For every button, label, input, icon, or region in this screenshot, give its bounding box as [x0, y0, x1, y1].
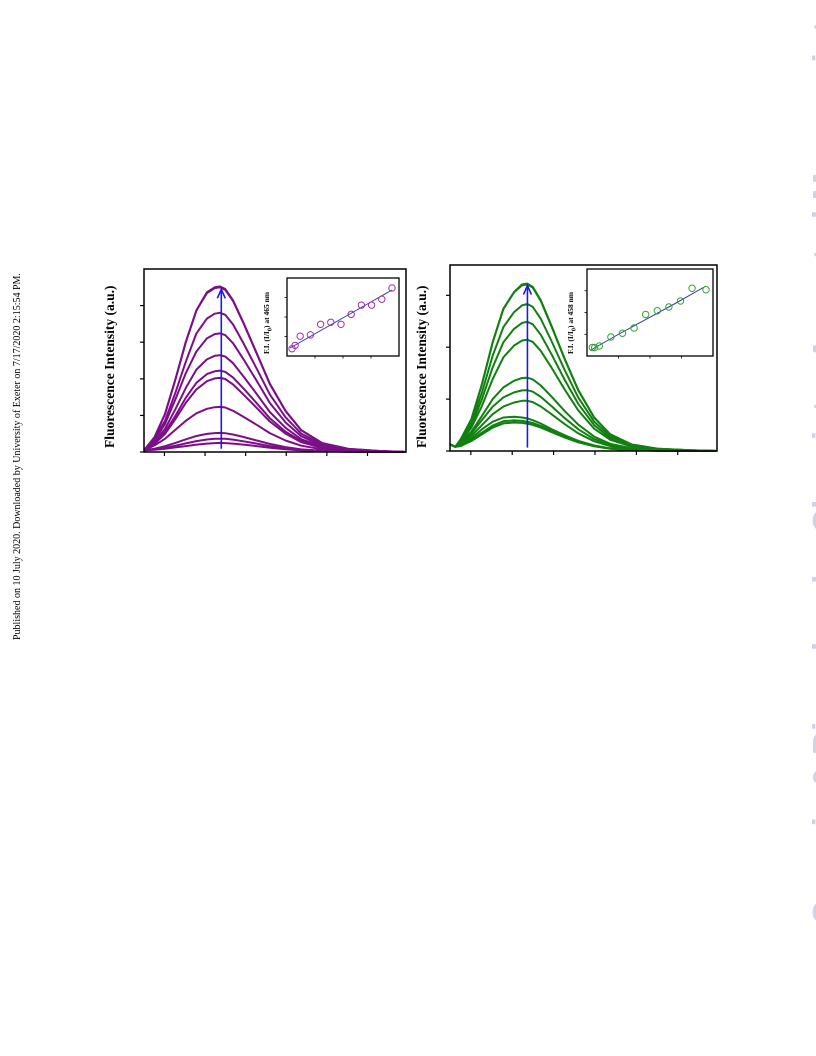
- inset-data-point-7: [337, 320, 345, 328]
- inset-frame: [586, 268, 714, 357]
- plot-frame: [143, 268, 407, 453]
- spectrum-line-4: [143, 405, 407, 453]
- inset-data-point-12: [702, 286, 710, 294]
- spectrum-line-6: [143, 369, 407, 453]
- plot-frame: [449, 264, 718, 452]
- spectrum-line-7: [143, 354, 407, 453]
- spectrum-line-3: [143, 431, 407, 453]
- inset-data-point-3: [595, 342, 603, 350]
- inset-label-sub: 0: [570, 328, 578, 332]
- fluorescence-chart-green: [446, 264, 718, 455]
- inset-data-point-6: [327, 318, 335, 326]
- inset-data-point-9: [665, 303, 673, 311]
- fluorescence-chart-purple: [140, 268, 407, 456]
- inset-data-point-4: [306, 331, 315, 339]
- inset-data-point-11: [378, 295, 386, 303]
- publication-note: Published on 10 July 2020. Downloaded by…: [12, 273, 23, 640]
- inset-data-point-8: [347, 310, 355, 319]
- inset-data-point-9: [357, 301, 366, 309]
- y-axis-label: Fluorescence Intensity (a.u.): [414, 285, 429, 448]
- inset-label-suffix: ) at 458 nm: [566, 291, 575, 329]
- inset-data-point-10: [676, 297, 685, 305]
- spectrum-line-11: [449, 283, 718, 452]
- inset-data-point-5: [618, 329, 627, 337]
- chart-panel-purple: Fluorescence Intensity (a.u.) F.I. (I/I0…: [100, 262, 410, 462]
- inset-data-point-11: [688, 284, 696, 292]
- spectrum-line-8: [143, 332, 407, 453]
- increase-arrow-head: [216, 287, 227, 299]
- inset-label-sub: 0: [266, 328, 274, 332]
- spectrum-line-3: [449, 415, 718, 452]
- inset-data-point-8: [653, 307, 661, 315]
- increase-arrow-head: [522, 283, 533, 295]
- inset-data-point-3: [296, 332, 304, 340]
- spectrum-line-9: [449, 303, 718, 452]
- inset-data-point-1: [588, 343, 597, 352]
- y-axis-label: Fluorescence Intensity (a.u.): [102, 285, 117, 448]
- inset-fit-line: [289, 289, 393, 349]
- inset-data-point-2: [590, 343, 599, 352]
- inset-y-axis-label: F.I. (I/I0) at 458 nm: [566, 292, 578, 354]
- inset-frame: [286, 277, 400, 357]
- spectrum-line-6: [449, 376, 718, 452]
- inset-data-point-5: [316, 320, 325, 328]
- inset-data-point-12: [388, 284, 396, 292]
- inset-label-suffix: ) at 465 nm: [262, 291, 271, 329]
- inset-data-point-6: [630, 324, 638, 332]
- inset-label-prefix: F.I. (I/I: [566, 331, 575, 354]
- spectrum-line-11: [143, 286, 407, 453]
- inset-data-point-10: [367, 301, 376, 309]
- inset-data-point-7: [641, 310, 650, 319]
- journal-watermark: Organic & Biomolecular Chemistry Accepte…: [806, 21, 816, 925]
- chart-panel-green: Fluorescence Intensity (a.u.) F.I. (I/I0…: [412, 258, 722, 458]
- inset-data-point-2: [291, 341, 299, 350]
- spectrum-line-9: [143, 311, 407, 453]
- inset-y-axis-label: F.I. (I/I0) at 465 nm: [262, 292, 274, 354]
- inset-data-point-4: [607, 333, 615, 341]
- inset-label-prefix: F.I. (I/I: [262, 331, 271, 354]
